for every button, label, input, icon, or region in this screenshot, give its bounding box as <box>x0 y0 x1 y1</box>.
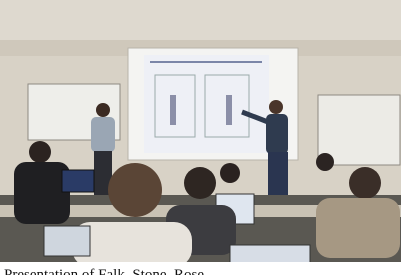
slide-plot <box>226 95 232 125</box>
audience-head <box>184 167 216 199</box>
laptop <box>62 170 94 192</box>
whiteboard-right <box>318 95 400 165</box>
presenter-head <box>96 103 110 117</box>
audience-head <box>29 141 51 163</box>
caption: Presentation of Falk, Stone, Rose <box>4 267 204 275</box>
slide <box>144 55 269 153</box>
presenter-head <box>269 100 283 114</box>
slide-plot <box>170 95 176 125</box>
audience-head <box>220 163 240 183</box>
presenter-shirt <box>266 114 288 154</box>
audience-head <box>316 153 334 171</box>
laptop <box>44 226 90 256</box>
audience-body <box>316 198 400 258</box>
presenter-shirt <box>91 117 115 152</box>
photo: Presentation of Falk, Stone, Rose <box>0 0 401 275</box>
audience-head <box>349 167 381 199</box>
audience-head <box>108 163 162 217</box>
